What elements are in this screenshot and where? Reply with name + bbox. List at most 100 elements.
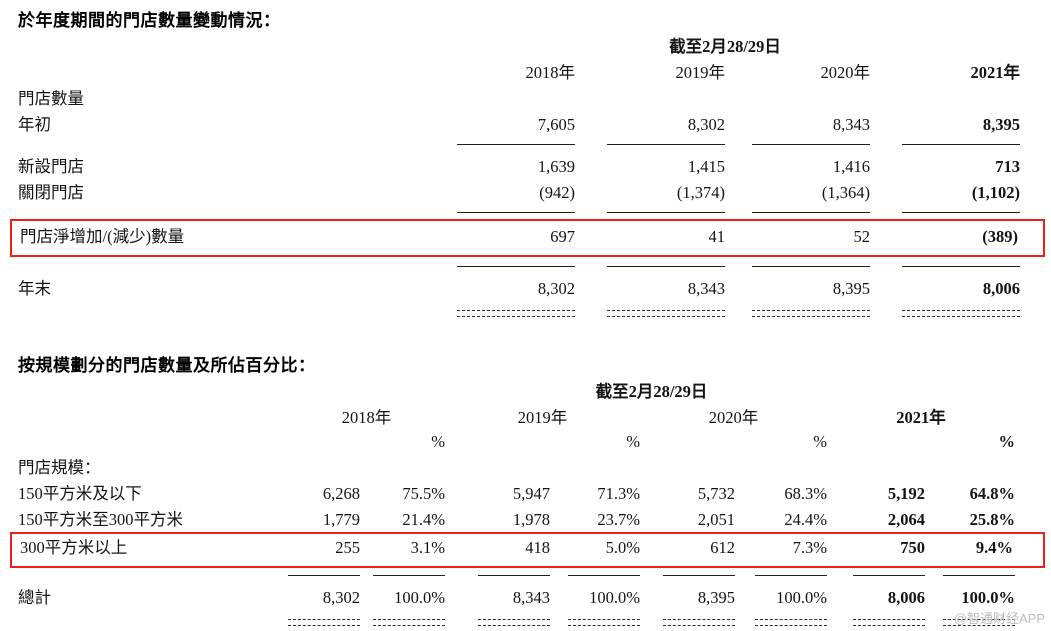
sum-rule xyxy=(663,575,735,576)
cell-value: 418 xyxy=(525,538,550,557)
sum-rule xyxy=(902,266,1020,267)
sum-rule xyxy=(853,575,925,576)
double-rule xyxy=(755,619,827,626)
years-header-row: 2018年 2019年 2020年 2021年 xyxy=(10,404,1045,430)
cell-value: 8,395 xyxy=(832,279,870,298)
watermark: @智通财经APP xyxy=(953,611,1045,626)
highlight-row-net-change: 門店淨增加/(減少)數量 697 41 52 (389) xyxy=(10,219,1045,257)
store-size-group-label: 門店規模： xyxy=(18,458,101,477)
sum-rule xyxy=(373,575,445,576)
year-2021-header: 2021年 xyxy=(970,63,1021,82)
sum-rule xyxy=(457,212,575,213)
cell-value: 8,343 xyxy=(512,588,550,607)
cell-value: (1,364) xyxy=(821,183,870,202)
period-header: 截至2月28/29日 xyxy=(595,382,708,401)
cell-value: 5,732 xyxy=(697,484,735,503)
cell-value: 21.4% xyxy=(402,510,445,529)
double-rule xyxy=(752,310,870,317)
cell-value: 7,605 xyxy=(537,115,575,134)
cell-value: 6,268 xyxy=(322,484,360,503)
double-rule-row xyxy=(10,301,1045,321)
stores-by-size-table: 截至2月28/29日 2018年 2019年 2020年 2021年 % % %… xyxy=(10,378,1045,630)
year-2021-header: 2021年 xyxy=(896,408,946,427)
sum-rule xyxy=(755,575,827,576)
row-label: 門店淨增加/(減少)數量 xyxy=(20,227,185,246)
cell-value: 100.0% xyxy=(589,588,640,607)
cell-value: 7.3% xyxy=(792,538,827,557)
row-label: 年末 xyxy=(18,279,51,298)
double-rule xyxy=(943,619,1015,626)
cell-value: 5,947 xyxy=(512,484,550,503)
row-label: 總計 xyxy=(18,588,51,607)
years-header-row: 2018年 2019年 2020年 2021年 xyxy=(10,59,1045,85)
row-label: 年初 xyxy=(18,115,51,134)
cell-value: 8,302 xyxy=(322,588,360,607)
double-rule xyxy=(663,619,735,626)
sum-rule xyxy=(607,144,725,145)
sum-rule xyxy=(568,575,640,576)
cell-value: 75.5% xyxy=(402,484,445,503)
cell-value: 8,343 xyxy=(832,115,870,134)
year-2019-header: 2019年 xyxy=(675,63,726,82)
cell-value: 1,978 xyxy=(512,510,550,529)
cell-value: 8,395 xyxy=(982,115,1020,134)
double-rule xyxy=(853,619,925,626)
store-count-change-table: 截至2月28/29日 2018年 2019年 2020年 2021年 門店數量 … xyxy=(10,33,1045,321)
sum-rule xyxy=(457,144,575,145)
section1-title: 於年度期間的門店數量變動情況： xyxy=(18,11,281,30)
percent-header-row: % % % % xyxy=(10,430,1045,454)
double-rule xyxy=(607,310,725,317)
sum-rule-row xyxy=(10,568,1045,582)
cell-value: 41 xyxy=(708,227,726,246)
cell-value: (942) xyxy=(539,183,575,202)
cell-value: 3.1% xyxy=(410,538,445,557)
year-2019-header: 2019年 xyxy=(517,408,568,427)
section-stores-by-size: 按規模劃分的門店數量及所佔百分比： 截至2月28/29日 2018年 2019年… xyxy=(10,351,1051,630)
cell-value: (1,374) xyxy=(676,183,725,202)
year-2018-header: 2018年 xyxy=(341,408,392,427)
cell-value: 8,343 xyxy=(687,279,725,298)
sum-rule xyxy=(943,575,1015,576)
group-label-row: 門店數量 xyxy=(10,85,1045,111)
section-store-count-change: 於年度期間的門店數量變動情況： 截至2月28/29日 2018年 2019年 2… xyxy=(10,6,1051,321)
row-closed-stores: 關閉門店 (942) (1,374) (1,364) (1,102) xyxy=(10,179,1045,205)
sum-rule xyxy=(902,212,1020,213)
double-rule xyxy=(373,619,445,626)
row-label: 新設門店 xyxy=(18,157,84,176)
row-total: 總計 8,302 100.0% 8,343 100.0% 8,395 100.0… xyxy=(10,582,1045,610)
year-2020-header: 2020年 xyxy=(708,408,759,427)
sum-rule-row xyxy=(10,205,1045,219)
row-year-begin: 年初 7,605 8,302 8,343 8,395 xyxy=(10,111,1045,137)
cell-value: 100.0% xyxy=(776,588,827,607)
cell-value: 52 xyxy=(853,227,871,246)
percent-header: % xyxy=(626,432,640,451)
row-label: 關閉門店 xyxy=(18,183,84,202)
cell-value: 25.8% xyxy=(969,510,1015,529)
cell-value: 1,416 xyxy=(832,157,870,176)
store-count-group-label: 門店數量 xyxy=(18,89,84,108)
sum-rule-row xyxy=(10,257,1045,273)
cell-value: (1,102) xyxy=(971,183,1020,202)
cell-value: 23.7% xyxy=(597,510,640,529)
percent-header: % xyxy=(813,432,827,451)
double-rule-row xyxy=(10,610,1045,630)
sum-rule xyxy=(607,212,725,213)
cell-value: (389) xyxy=(982,227,1018,246)
cell-value: 100.0% xyxy=(394,588,445,607)
sum-rule xyxy=(752,266,870,267)
cell-value: 612 xyxy=(710,538,735,557)
sum-rule xyxy=(607,266,725,267)
cell-value: 1,415 xyxy=(687,157,725,176)
double-rule xyxy=(478,619,550,626)
cell-value: 8,302 xyxy=(687,115,725,134)
row-year-end: 年末 8,302 8,343 8,395 8,006 xyxy=(10,273,1045,301)
period-header: 截至2月28/29日 xyxy=(669,37,781,56)
cell-value: 5.0% xyxy=(605,538,640,557)
cell-value: 5,192 xyxy=(887,484,925,503)
row-size-small: 150平方米及以下 6,268 75.5% 5,947 71.3% 5,732 … xyxy=(10,480,1045,506)
percent-header: % xyxy=(431,432,445,451)
section2-title: 按規模劃分的門店數量及所佔百分比： xyxy=(18,356,316,375)
cell-value: 1,779 xyxy=(322,510,360,529)
cell-value: 71.3% xyxy=(597,484,640,503)
